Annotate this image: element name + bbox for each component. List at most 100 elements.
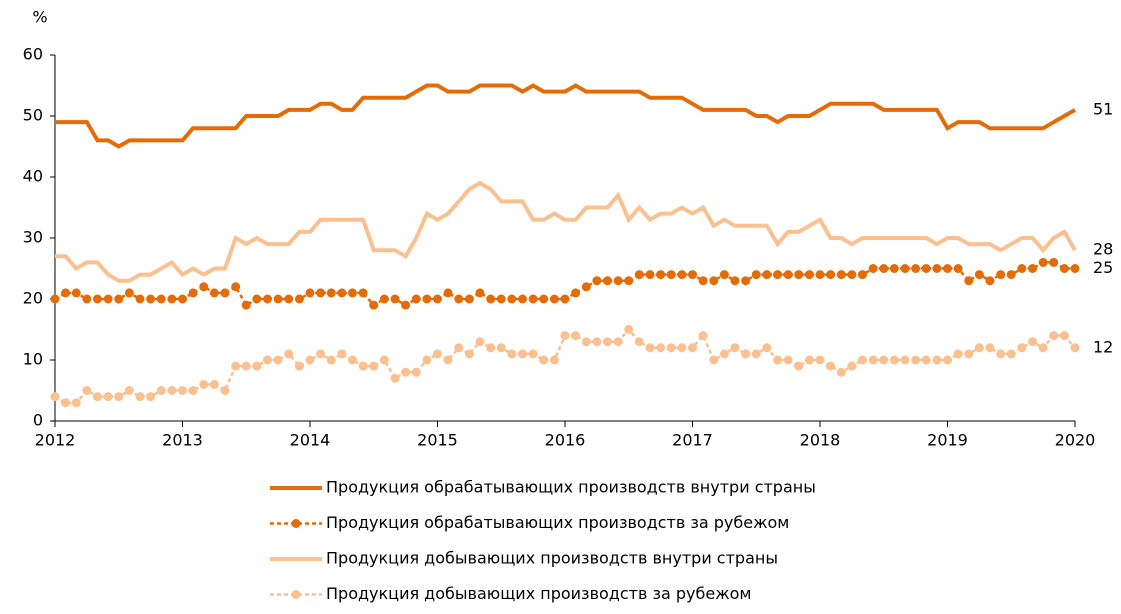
series-marker [82,294,92,304]
series-marker [486,343,496,353]
series-marker [390,294,400,304]
series-marker [560,331,570,341]
series-marker [730,343,740,353]
y-tick-label: 20 [23,289,43,308]
series-marker [804,270,814,280]
series-marker [985,343,995,353]
series-marker [1049,257,1059,267]
legend-marker [291,519,301,528]
series-marker [656,343,666,353]
series-marker [347,355,357,365]
series-marker [369,361,379,371]
series-marker [1059,264,1069,273]
series-marker [741,349,751,359]
series-marker [879,264,889,273]
x-tick-label: 2016 [545,431,586,450]
series-marker [964,276,974,286]
series-marker [688,270,697,280]
series-marker [741,276,751,286]
series-marker [677,343,687,353]
y-tick-label: 10 [23,350,43,369]
series-line [54,327,1076,404]
legend-marker [291,590,301,599]
series-marker [974,343,984,353]
series-marker [953,349,963,359]
series-marker [613,276,623,286]
series-marker [602,276,612,286]
series-marker [486,294,496,304]
series-marker [889,355,899,365]
series-marker [868,355,878,365]
series-marker [826,361,836,371]
series-marker [836,367,846,377]
series-marker [316,288,326,298]
series-marker [751,270,761,280]
series-marker [709,355,719,365]
series-marker [433,294,442,304]
series-marker [592,337,602,347]
series-marker [624,325,634,334]
series-marker [539,355,549,365]
series-marker [369,300,379,310]
series-marker [943,355,952,365]
series-marker [209,379,219,389]
series-marker [167,294,177,304]
series-marker [921,355,931,365]
series-marker [549,294,559,304]
series-marker [443,355,453,365]
series-marker [433,349,442,359]
series-marker [1049,331,1059,341]
x-tick-label: 2017 [672,431,713,450]
series-marker [443,288,453,298]
series-marker [337,288,347,298]
series-marker [305,355,315,365]
series-marker [602,337,612,347]
series-marker [146,392,156,402]
series-marker [92,392,102,402]
series-marker [401,300,411,310]
series-marker [326,355,336,365]
series-marker [762,270,772,280]
series-marker [464,349,474,359]
y-tick-label: 40 [23,167,43,186]
series-marker [220,288,230,298]
series-marker [581,282,591,292]
series-marker [900,355,910,365]
series-marker [815,355,825,365]
series-marker [773,355,783,365]
series-marker [794,361,804,371]
x-tick-label: 2018 [800,431,841,450]
series-marker [61,288,71,298]
series-marker [528,294,538,304]
series-marker [1006,270,1016,280]
series-marker [1038,343,1048,353]
series-marker [868,264,878,273]
series-marker [592,276,602,286]
series-marker [188,386,198,395]
series-marker [135,392,145,402]
series-marker [1070,264,1080,273]
series-marker [326,288,336,298]
series-marker [1017,343,1027,353]
series-marker [996,270,1006,280]
series-marker [390,373,400,383]
series-marker [496,294,506,304]
series-marker [1028,337,1038,347]
series-marker [964,349,974,359]
series-marker [953,264,963,273]
y-tick-label: 50 [23,106,43,125]
series-line [55,180,1077,283]
series-marker [294,294,304,304]
x-tick-label: 2012 [35,431,76,450]
series-marker [932,355,942,365]
series-marker [911,264,921,273]
series-marker [688,343,697,353]
series-marker [475,337,485,347]
series-marker [581,337,591,347]
series-marker [518,294,528,304]
x-tick-label: 2015 [417,431,458,450]
series-marker [411,294,421,304]
series-marker [847,270,857,280]
series-marker [178,386,187,395]
